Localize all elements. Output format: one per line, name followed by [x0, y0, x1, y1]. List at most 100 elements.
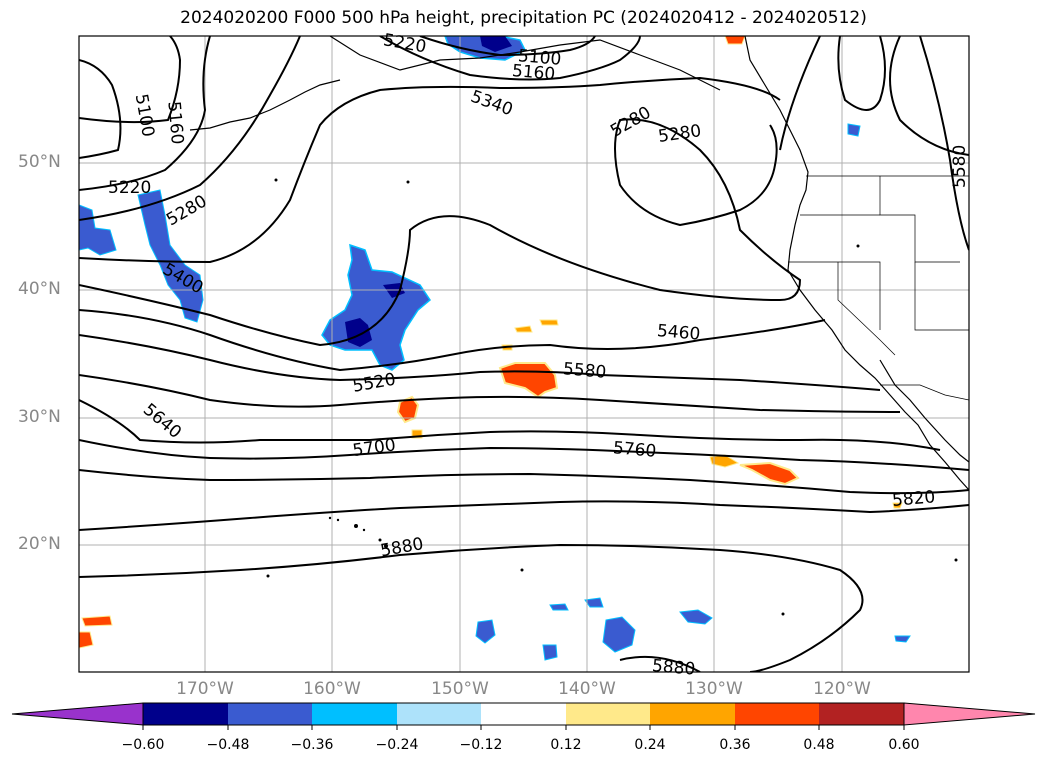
lon-label: 160°W — [303, 679, 361, 699]
precip-area — [79, 204, 117, 256]
colorbar-tick-label: 0.24 — [634, 737, 666, 753]
lat-label: 50°N — [18, 152, 61, 172]
state-border — [914, 262, 969, 331]
contour-label: 5880 — [651, 656, 696, 680]
contour-line — [419, 36, 596, 57]
contour-line — [379, 36, 641, 81]
contour-label: 5760 — [612, 438, 657, 462]
lat-label: 20°N — [18, 534, 61, 554]
lat-label: 40°N — [18, 279, 61, 299]
colorbar-segment — [566, 703, 650, 725]
lat-label: 30°N — [18, 407, 61, 427]
contour-label: 5220 — [108, 178, 151, 198]
state-border — [837, 262, 896, 356]
colorbar-segment — [312, 703, 397, 725]
precip-area — [539, 319, 559, 326]
contour-label: 5340 — [468, 87, 515, 121]
north-america-coast — [744, 36, 969, 491]
colorbar-segment — [143, 703, 228, 725]
contour-line — [79, 374, 901, 413]
contour-line — [837, 36, 886, 111]
precip-area — [894, 635, 911, 643]
colorbar-tick-label: 0.48 — [803, 737, 835, 753]
colorbar-segment — [481, 703, 566, 725]
border-us-mexico — [880, 384, 969, 401]
colorbar-tick-label: −0.36 — [290, 737, 334, 753]
contour-line — [79, 469, 969, 495]
precip-area — [514, 325, 533, 333]
alaska-coast — [329, 36, 721, 91]
colorbar-tick-label: −0.24 — [375, 737, 419, 753]
colorbar-tick-label: −0.60 — [121, 737, 165, 753]
lon-label: 130°W — [685, 679, 743, 699]
precip-area — [498, 362, 559, 399]
contour-label: 5100 — [131, 92, 158, 138]
precip-area — [137, 189, 204, 323]
state-border — [879, 176, 960, 263]
lon-label: 120°W — [813, 679, 871, 699]
colorbar-tick-label: −0.48 — [206, 737, 250, 753]
contour-line — [79, 500, 969, 531]
chart-title: 2024020200 F000 500 hPa height, precipit… — [180, 8, 867, 28]
height-contours — [79, 36, 969, 672]
colorbar-tick-label: 0.12 — [550, 737, 582, 753]
contour-line — [79, 76, 781, 264]
colorbar-segment — [735, 703, 819, 725]
precip-area — [549, 603, 569, 611]
precip-area-max — [480, 36, 512, 52]
contour-line — [79, 399, 941, 451]
precip-area — [724, 36, 746, 45]
lon-label: 140°W — [558, 679, 616, 699]
contour-line — [79, 36, 211, 191]
colorbar-segment — [397, 703, 481, 725]
contour-line — [79, 334, 881, 391]
contour-label: 5160 — [163, 100, 187, 145]
colorbar-extend-high — [903, 702, 1036, 726]
colorbar-segment — [650, 703, 735, 725]
plot-frame — [78, 35, 970, 673]
precip-area — [475, 619, 496, 644]
colorbar-extend-low — [11, 702, 144, 726]
state-border — [788, 261, 881, 330]
contour-label: 5820 — [891, 487, 936, 511]
precip-area — [79, 631, 94, 649]
precip-area-max — [345, 318, 372, 347]
political-borders — [788, 175, 969, 401]
precip-negative-areas — [79, 36, 911, 661]
contour-line — [79, 36, 301, 221]
precip-area — [892, 502, 903, 509]
contour-label: 5640 — [139, 400, 185, 443]
contour-label: 5580 — [950, 145, 970, 188]
colorbar-tick-label: −0.12 — [459, 737, 503, 753]
precip-area — [847, 123, 861, 137]
contour-labels: 5220 5100 5160 5100 5160 5340 5280 5280 … — [108, 30, 970, 680]
colorbar-segment — [228, 703, 312, 725]
precip-area — [584, 597, 604, 608]
contour-line — [889, 36, 969, 156]
contour-label: 5220 — [382, 30, 428, 57]
contour-line — [79, 439, 969, 471]
contour-line — [79, 59, 122, 159]
contour-label: 5280 — [657, 121, 703, 147]
contour-line — [619, 655, 701, 672]
contour-label: 5100 — [517, 46, 562, 70]
contour-label: 5460 — [656, 321, 701, 345]
contour-line — [919, 36, 969, 251]
precip-area — [602, 616, 636, 653]
contour-line — [79, 36, 182, 124]
contour-label: 5580 — [562, 359, 607, 383]
precip-area — [321, 243, 431, 371]
colorbar-segment — [819, 703, 904, 725]
precip-area — [679, 609, 713, 625]
contour-line — [79, 118, 802, 347]
aleutians — [189, 79, 341, 131]
precip-area — [81, 615, 113, 627]
contour-label: 5160 — [511, 61, 556, 85]
graticule — [79, 36, 969, 672]
contour-line — [779, 36, 821, 151]
contour-label: 5520 — [351, 370, 397, 397]
contour-line — [79, 309, 826, 372]
colorbar — [11, 702, 1036, 730]
contour-label: 5280 — [607, 103, 654, 142]
